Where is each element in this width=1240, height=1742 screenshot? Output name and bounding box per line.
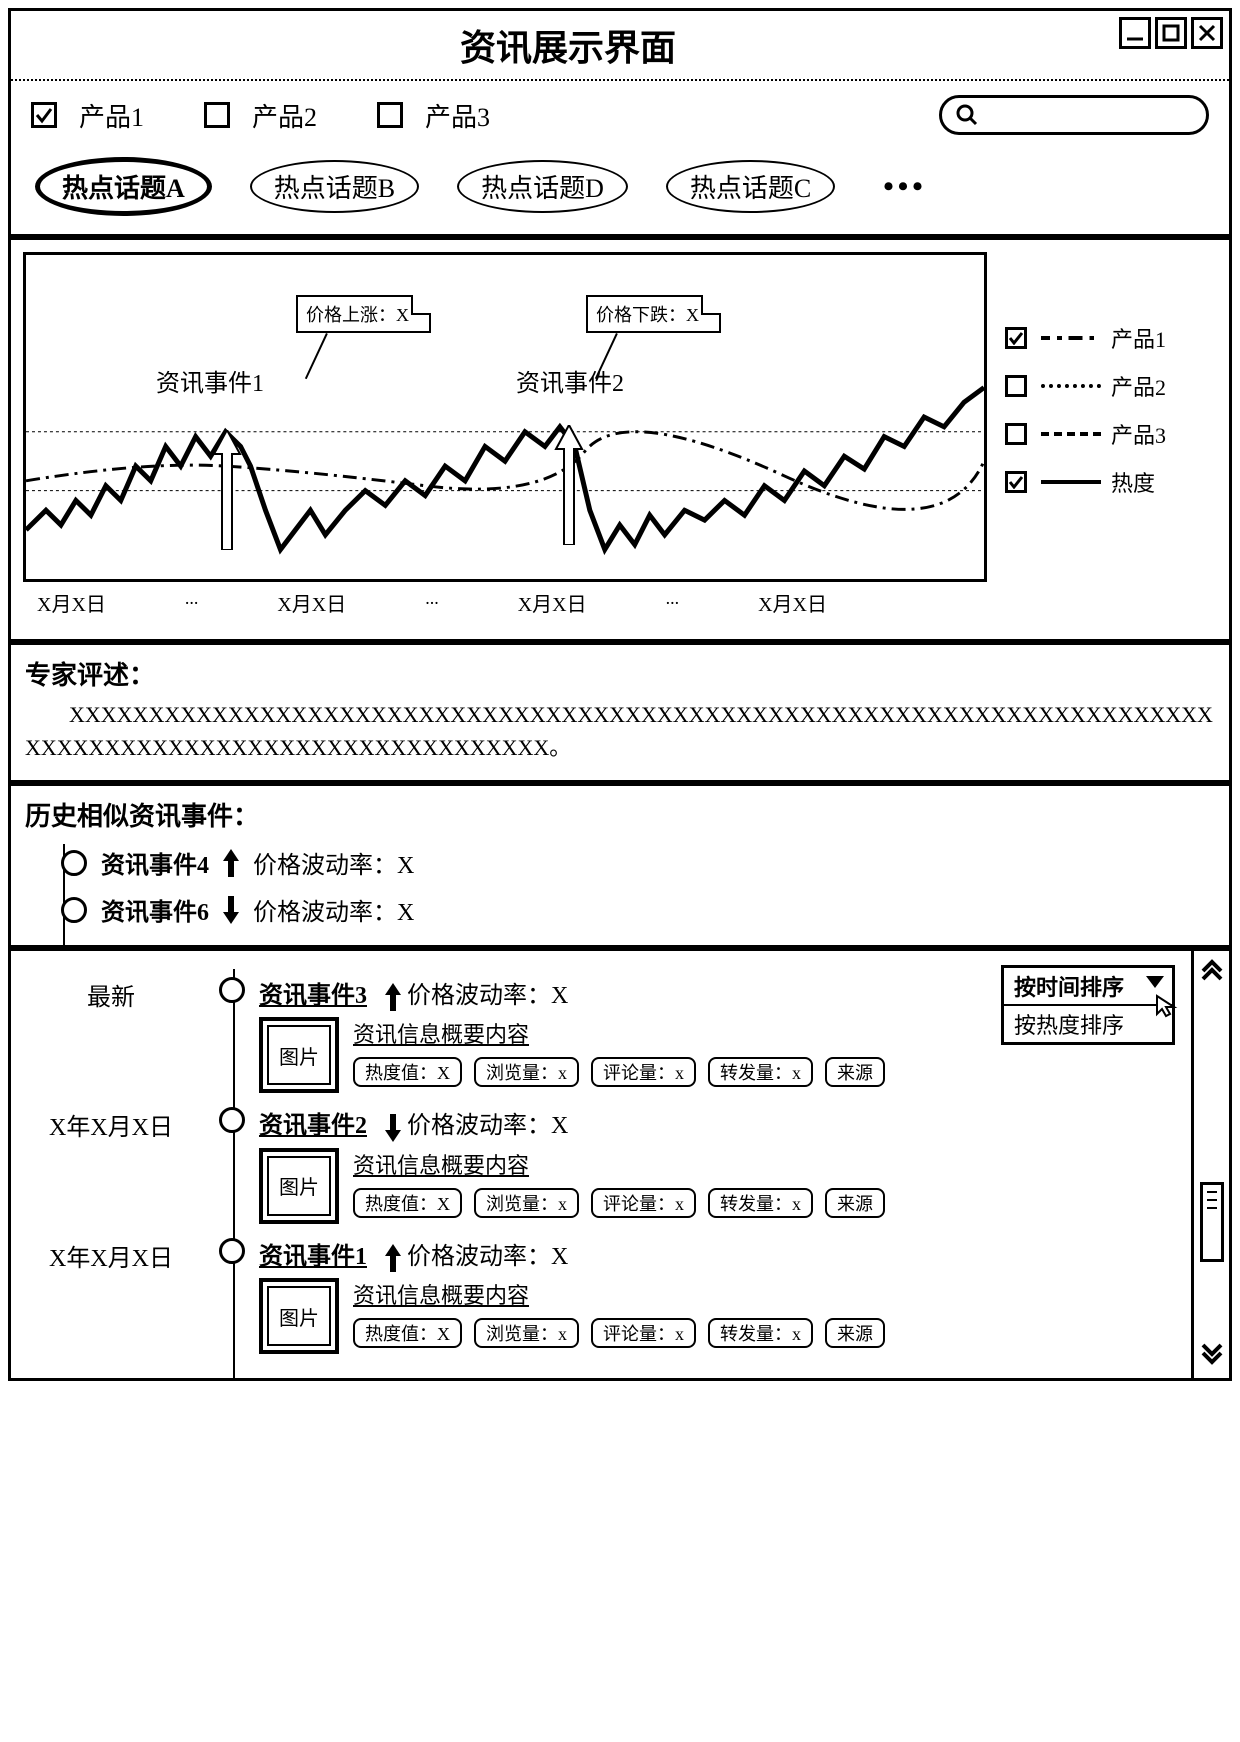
item-summary[interactable]: 资讯信息概要内容 bbox=[353, 1148, 885, 1180]
arrow-down-icon bbox=[223, 896, 239, 924]
thumbnail: 图片 bbox=[259, 1148, 339, 1224]
thumbnail: 图片 bbox=[259, 1017, 339, 1093]
timeline-item[interactable]: X年X月X日 资讯事件1 价格波动率：X 图片 资讯信息概要内容 热度值：X bbox=[11, 1230, 1177, 1360]
scrollbar[interactable] bbox=[1191, 951, 1229, 1378]
app-window: 资讯展示界面 产品1 产品2 产品3 bbox=[8, 8, 1232, 1381]
scroll-thumb[interactable] bbox=[1200, 1182, 1224, 1262]
chart-panel: 价格上涨：X 资讯事件1 价格下跌：X 资讯事件2 bbox=[11, 234, 1229, 639]
commentary-body: XXXXXXXXXXXXXXXXXXXXXXXXXXXXXXXXXXXXXXXX… bbox=[25, 698, 1215, 764]
arrow-down-icon bbox=[385, 1114, 401, 1142]
legend-item-2[interactable]: 产品2 bbox=[1005, 370, 1209, 402]
product-checkbox-1[interactable]: 产品1 bbox=[31, 97, 144, 134]
topic-pill-d[interactable]: 热点话题D bbox=[457, 160, 628, 213]
timeline-date: 最新 bbox=[11, 975, 211, 1093]
sort-option-heat[interactable]: 按热度排序 bbox=[1004, 1006, 1172, 1042]
legend-item-4[interactable]: 热度 bbox=[1005, 466, 1209, 498]
arrow-up-icon bbox=[223, 849, 239, 877]
history-panel: 历史相似资讯事件： 资讯事件4 价格波动率：X 资讯事件6 价格波动率：X bbox=[11, 780, 1229, 945]
chip-views: 浏览量：x bbox=[474, 1057, 579, 1087]
search-icon bbox=[956, 104, 978, 126]
product-checkbox-3[interactable]: 产品3 bbox=[377, 97, 490, 134]
commentary-heading: 专家评述： bbox=[25, 655, 1215, 692]
scroll-up-button[interactable] bbox=[1200, 957, 1224, 986]
cursor-icon bbox=[1154, 994, 1178, 1018]
close-button[interactable] bbox=[1191, 17, 1223, 49]
chart-event-arrow-1 bbox=[212, 430, 242, 550]
title-bar: 资讯展示界面 bbox=[11, 11, 1229, 81]
minimize-button[interactable] bbox=[1119, 17, 1151, 49]
arrow-up-icon bbox=[385, 1244, 401, 1272]
chart-event-label-1: 资讯事件1 bbox=[156, 363, 264, 398]
chart-legend: 产品1 产品2 产品3 热度 bbox=[987, 252, 1217, 627]
timeline-item[interactable]: X年X月X日 资讯事件2 价格波动率：X 图片 资讯信息概要内容 热度值：X bbox=[11, 1099, 1177, 1229]
chart-event-arrow-2 bbox=[554, 425, 584, 545]
chart-event-label-2: 资讯事件2 bbox=[516, 363, 624, 398]
chart-callout-1: 价格上涨：X bbox=[296, 295, 431, 333]
timeline-panel: 按时间排序 按热度排序 最新 资讯事件3 价格波动率：X 图片 bbox=[11, 945, 1229, 1378]
topic-pill-a[interactable]: 热点话题A bbox=[35, 157, 212, 216]
chart-x-axis: X月X日 ... X月X日 ... X月X日 ... X月X日 bbox=[23, 582, 987, 627]
topic-pill-c[interactable]: 热点话题C bbox=[666, 160, 835, 213]
timeline-date: X年X月X日 bbox=[11, 1105, 211, 1223]
maximize-button[interactable] bbox=[1155, 17, 1187, 49]
timeline-date: X年X月X日 bbox=[11, 1236, 211, 1354]
product-checkbox-2[interactable]: 产品2 bbox=[204, 97, 317, 134]
more-topics-button[interactable]: ••• bbox=[883, 170, 927, 204]
history-item-1[interactable]: 资讯事件4 价格波动率：X bbox=[25, 839, 1215, 886]
thumbnail: 图片 bbox=[259, 1278, 339, 1354]
sort-dropdown[interactable]: 按时间排序 按热度排序 bbox=[1001, 965, 1175, 1045]
chip-source: 来源 bbox=[825, 1057, 885, 1087]
item-summary[interactable]: 资讯信息概要内容 bbox=[353, 1017, 885, 1049]
chart-callout-2: 价格下跌：X bbox=[586, 295, 721, 333]
chip-heat: 热度值：X bbox=[353, 1057, 462, 1087]
commentary-panel: 专家评述： XXXXXXXXXXXXXXXXXXXXXXXXXXXXXXXXXX… bbox=[11, 639, 1229, 780]
sort-option-time[interactable]: 按时间排序 bbox=[1004, 968, 1172, 1006]
chart-area[interactable]: 价格上涨：X 资讯事件1 价格下跌：X 资讯事件2 bbox=[23, 252, 987, 582]
arrow-up-icon bbox=[385, 983, 401, 1011]
search-input[interactable] bbox=[939, 95, 1209, 135]
window-title: 资讯展示界面 bbox=[17, 15, 1119, 71]
chip-shares: 转发量：x bbox=[708, 1057, 813, 1087]
chip-comments: 评论量：x bbox=[591, 1057, 696, 1087]
filter-panel: 产品1 产品2 产品3 热点话题A 热点话题B 热点话题D 热点话题C ••• bbox=[11, 81, 1229, 234]
legend-item-1[interactable]: 产品1 bbox=[1005, 322, 1209, 354]
topic-pill-b[interactable]: 热点话题B bbox=[250, 160, 419, 213]
scroll-down-button[interactable] bbox=[1200, 1343, 1224, 1372]
history-item-2[interactable]: 资讯事件6 价格波动率：X bbox=[25, 886, 1215, 933]
legend-item-3[interactable]: 产品3 bbox=[1005, 418, 1209, 450]
item-summary[interactable]: 资讯信息概要内容 bbox=[353, 1278, 885, 1310]
history-heading: 历史相似资讯事件： bbox=[25, 796, 1215, 833]
